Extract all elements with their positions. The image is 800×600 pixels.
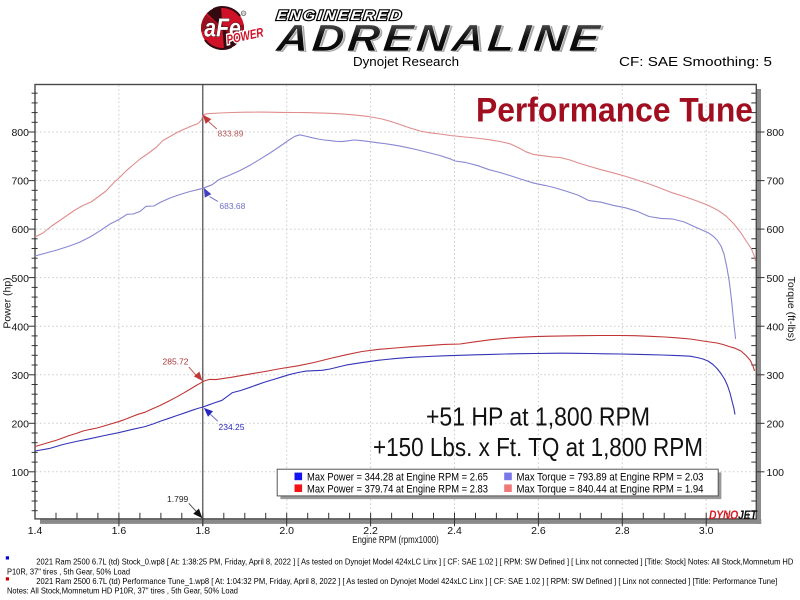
svg-text:3.0: 3.0 bbox=[699, 525, 714, 537]
svg-text:285.72: 285.72 bbox=[163, 357, 189, 367]
svg-text:Dynojet Research: Dynojet Research bbox=[353, 55, 459, 69]
svg-text:ENGINEERED: ENGINEERED bbox=[276, 7, 405, 23]
svg-text:ADRENALINE: ADRENALINE bbox=[275, 19, 607, 61]
svg-text:683.68: 683.68 bbox=[219, 201, 245, 211]
svg-text:Notes: All Stock,Momnetum HD P: Notes: All Stock,Momnetum HD P10R, 37" t… bbox=[7, 585, 238, 595]
svg-text:+51 HP at 1,800 RPM: +51 HP at 1,800 RPM bbox=[426, 401, 650, 431]
svg-text:600: 600 bbox=[11, 224, 29, 236]
svg-text:100: 100 bbox=[11, 467, 29, 479]
svg-text:600: 600 bbox=[767, 224, 785, 236]
svg-text:1.4: 1.4 bbox=[28, 525, 43, 537]
svg-text:400: 400 bbox=[11, 321, 29, 333]
svg-text:Performance Tune: Performance Tune bbox=[476, 92, 753, 130]
svg-text:500: 500 bbox=[767, 273, 785, 285]
svg-text:P10R, 37" tires , 5th Gear, 50: P10R, 37" tires , 5th Gear, 50% Load bbox=[7, 567, 130, 577]
svg-text:700: 700 bbox=[767, 176, 785, 188]
svg-text:Max Power = 344.28 at Engine R: Max Power = 344.28 at Engine RPM = 2.65 bbox=[307, 472, 488, 484]
svg-text:2.4: 2.4 bbox=[447, 525, 462, 537]
svg-text:1.6: 1.6 bbox=[112, 525, 127, 537]
svg-text:300: 300 bbox=[11, 370, 29, 382]
svg-text:200: 200 bbox=[11, 418, 29, 430]
svg-text:1.799: 1.799 bbox=[167, 494, 189, 504]
svg-text:800: 800 bbox=[11, 127, 29, 139]
svg-text:300: 300 bbox=[767, 370, 785, 382]
svg-text:1.8: 1.8 bbox=[195, 525, 210, 537]
svg-text:700: 700 bbox=[11, 176, 29, 188]
svg-text:234.25: 234.25 bbox=[219, 422, 245, 432]
svg-text:+150 Lbs. x Ft. TQ at 1,800 RP: +150 Lbs. x Ft. TQ at 1,800 RPM bbox=[373, 432, 703, 462]
svg-text:Power (hp): Power (hp) bbox=[2, 277, 14, 328]
svg-text:ADRENALINE: ADRENALINE bbox=[273, 18, 605, 60]
svg-text:CF: SAE Smoothing: 5: CF: SAE Smoothing: 5 bbox=[619, 55, 772, 69]
svg-text:Max Power = 379.74 at Engine R: Max Power = 379.74 at Engine RPM = 2.83 bbox=[307, 483, 488, 495]
svg-text:Max Torque = 840.44 at Engine: Max Torque = 840.44 at Engine RPM = 1.94 bbox=[517, 483, 704, 495]
svg-text:2.6: 2.6 bbox=[531, 525, 546, 537]
svg-text:2.0: 2.0 bbox=[279, 525, 294, 537]
svg-text:833.89: 833.89 bbox=[218, 128, 244, 138]
svg-text:2.8: 2.8 bbox=[615, 525, 630, 537]
svg-text:400: 400 bbox=[767, 321, 785, 333]
svg-text:800: 800 bbox=[767, 127, 785, 139]
svg-text:R: R bbox=[242, 12, 245, 16]
svg-text:2021 Ram 2500 6.7L (td) Stock_: 2021 Ram 2500 6.7L (td) Stock_0.wp8 [ At… bbox=[36, 557, 793, 567]
svg-text:DYNO: DYNO bbox=[709, 508, 739, 522]
svg-text:JET: JET bbox=[738, 508, 758, 522]
svg-text:2021 Ram 2500 6.7L (td) Perfor: 2021 Ram 2500 6.7L (td) Performance Tune… bbox=[36, 576, 777, 586]
svg-text:Engine RPM (rpmx1000): Engine RPM (rpmx1000) bbox=[352, 534, 439, 546]
svg-text:Torque (ft-lbs): Torque (ft-lbs) bbox=[785, 277, 797, 342]
svg-text:500: 500 bbox=[11, 273, 29, 285]
svg-text:aFe: aFe bbox=[204, 12, 241, 42]
svg-text:100: 100 bbox=[767, 467, 785, 479]
svg-text:200: 200 bbox=[767, 418, 785, 430]
svg-text:2.2: 2.2 bbox=[363, 525, 378, 537]
svg-text:Max Torque = 793.89 at Engine: Max Torque = 793.89 at Engine RPM = 2.03 bbox=[517, 472, 704, 484]
